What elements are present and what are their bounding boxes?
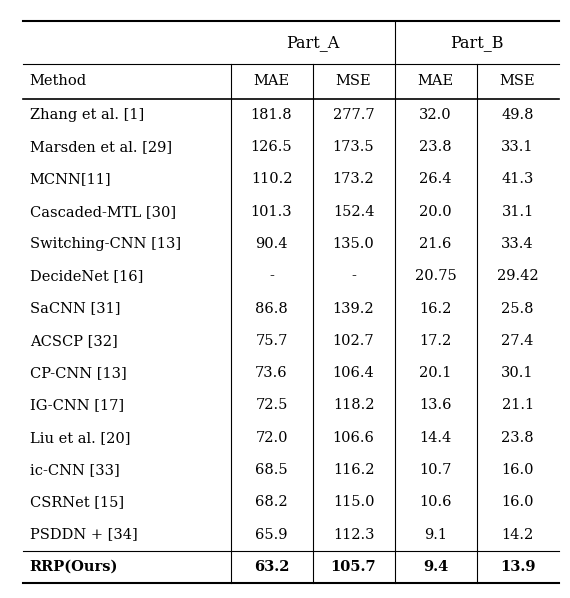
Text: 20.75: 20.75 — [415, 269, 457, 283]
Text: 16.0: 16.0 — [502, 495, 534, 509]
Text: 68.2: 68.2 — [255, 495, 288, 509]
Text: 32.0: 32.0 — [420, 108, 452, 122]
Text: 20.1: 20.1 — [420, 366, 452, 380]
Text: 73.6: 73.6 — [255, 366, 288, 380]
Text: 21.1: 21.1 — [502, 398, 534, 413]
Text: 17.2: 17.2 — [420, 334, 451, 348]
Text: 25.8: 25.8 — [502, 301, 534, 316]
Text: 118.2: 118.2 — [333, 398, 374, 413]
Text: MSE: MSE — [500, 74, 535, 89]
Text: Liu et al. [20]: Liu et al. [20] — [30, 431, 130, 445]
Text: PSDDN + [34]: PSDDN + [34] — [30, 527, 137, 542]
Text: 106.6: 106.6 — [333, 431, 374, 445]
Text: 106.4: 106.4 — [333, 366, 374, 380]
Text: MAE: MAE — [417, 74, 454, 89]
Text: 10.7: 10.7 — [420, 463, 452, 477]
Text: 90.4: 90.4 — [255, 237, 288, 251]
Text: 9.4: 9.4 — [423, 560, 448, 574]
Text: 277.7: 277.7 — [333, 108, 374, 122]
Text: 16.2: 16.2 — [420, 301, 452, 316]
Text: 27.4: 27.4 — [502, 334, 534, 348]
Text: Zhang et al. [1]: Zhang et al. [1] — [30, 108, 144, 122]
Text: 135.0: 135.0 — [333, 237, 374, 251]
Text: MSE: MSE — [336, 74, 372, 89]
Text: 65.9: 65.9 — [255, 527, 288, 542]
Text: 20.0: 20.0 — [420, 205, 452, 219]
Text: Method: Method — [30, 74, 87, 89]
Text: ACSCP [32]: ACSCP [32] — [30, 334, 117, 348]
Text: 41.3: 41.3 — [502, 172, 534, 187]
Text: 49.8: 49.8 — [502, 108, 534, 122]
Text: 72.0: 72.0 — [255, 431, 288, 445]
Text: 30.1: 30.1 — [502, 366, 534, 380]
Text: 102.7: 102.7 — [333, 334, 374, 348]
Text: 68.5: 68.5 — [255, 463, 288, 477]
Text: MAE: MAE — [254, 74, 290, 89]
Text: 110.2: 110.2 — [251, 172, 292, 187]
Text: 16.0: 16.0 — [502, 463, 534, 477]
Text: 14.4: 14.4 — [420, 431, 451, 445]
Text: Part_A: Part_A — [286, 34, 339, 51]
Text: CSRNet [15]: CSRNet [15] — [30, 495, 124, 509]
Text: 26.4: 26.4 — [420, 172, 452, 187]
Text: 72.5: 72.5 — [255, 398, 288, 413]
Text: 29.42: 29.42 — [497, 269, 539, 283]
Text: CP-CNN [13]: CP-CNN [13] — [30, 366, 127, 380]
Text: 116.2: 116.2 — [333, 463, 374, 477]
Text: 173.2: 173.2 — [333, 172, 374, 187]
Text: 13.9: 13.9 — [500, 560, 535, 574]
Text: 112.3: 112.3 — [333, 527, 374, 542]
Text: 75.7: 75.7 — [255, 334, 288, 348]
Text: 181.8: 181.8 — [251, 108, 292, 122]
Text: -: - — [351, 269, 356, 283]
Text: Part_B: Part_B — [450, 34, 503, 51]
Text: 126.5: 126.5 — [251, 140, 292, 154]
Text: 105.7: 105.7 — [331, 560, 376, 574]
Text: 173.5: 173.5 — [333, 140, 374, 154]
Text: 9.1: 9.1 — [424, 527, 447, 542]
Text: 23.8: 23.8 — [420, 140, 452, 154]
Text: 31.1: 31.1 — [502, 205, 534, 219]
Text: Marsden et al. [29]: Marsden et al. [29] — [30, 140, 172, 154]
Text: 33.4: 33.4 — [501, 237, 534, 251]
Text: -: - — [269, 269, 274, 283]
Text: RRP(Ours): RRP(Ours) — [30, 560, 118, 574]
Text: 101.3: 101.3 — [251, 205, 292, 219]
Text: 86.8: 86.8 — [255, 301, 288, 316]
Text: 152.4: 152.4 — [333, 205, 374, 219]
Text: Cascaded-MTL [30]: Cascaded-MTL [30] — [30, 205, 176, 219]
Text: 139.2: 139.2 — [333, 301, 374, 316]
Text: DecideNet [16]: DecideNet [16] — [30, 269, 143, 283]
Text: 14.2: 14.2 — [502, 527, 534, 542]
Text: SaCNN [31]: SaCNN [31] — [30, 301, 120, 316]
Text: 115.0: 115.0 — [333, 495, 374, 509]
Text: MCNN[11]: MCNN[11] — [30, 172, 111, 187]
Text: 63.2: 63.2 — [254, 560, 290, 574]
Text: 23.8: 23.8 — [501, 431, 534, 445]
Text: ic-CNN [33]: ic-CNN [33] — [30, 463, 119, 477]
Text: 10.6: 10.6 — [420, 495, 452, 509]
Text: IG-CNN [17]: IG-CNN [17] — [30, 398, 124, 413]
Text: Switching-CNN [13]: Switching-CNN [13] — [30, 237, 181, 251]
Text: 21.6: 21.6 — [420, 237, 452, 251]
Text: 13.6: 13.6 — [420, 398, 452, 413]
Text: 33.1: 33.1 — [502, 140, 534, 154]
